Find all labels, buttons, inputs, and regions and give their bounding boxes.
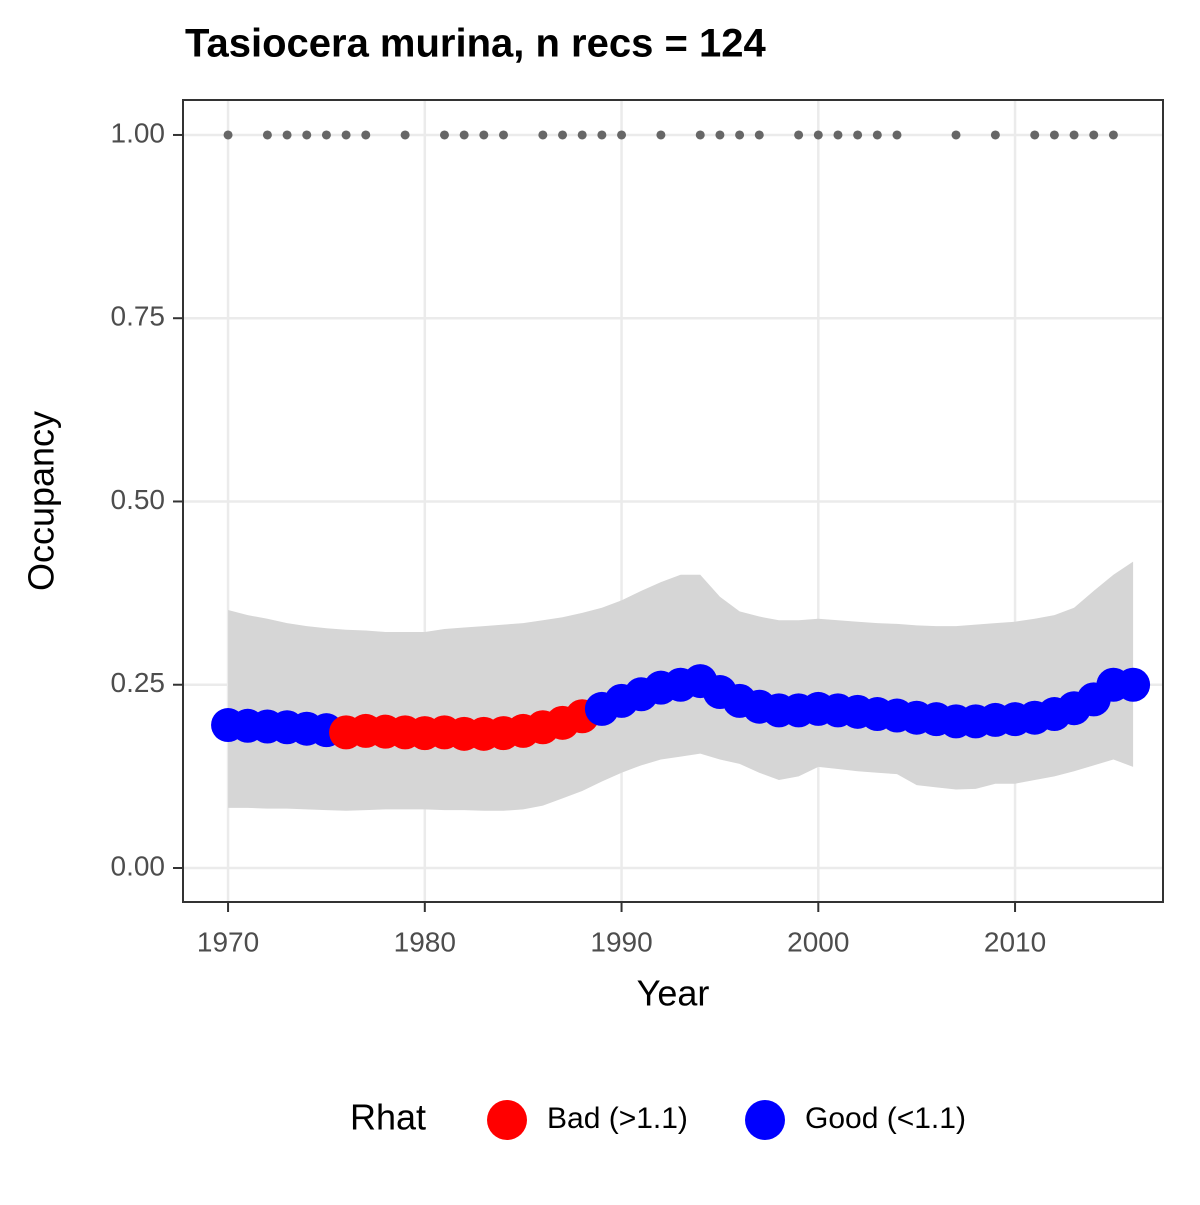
legend-title: Rhat xyxy=(350,1097,426,1138)
x-tick-label: 1980 xyxy=(394,926,456,957)
record-point xyxy=(597,130,607,140)
record-point xyxy=(479,130,489,140)
y-axis-title: Occupancy xyxy=(21,411,62,591)
x-tick-label: 2000 xyxy=(787,926,849,957)
record-point xyxy=(990,130,1000,140)
y-tick-label: 0.75 xyxy=(111,301,166,332)
record-point xyxy=(400,130,410,140)
record-point xyxy=(262,130,272,140)
y-tick-label: 1.00 xyxy=(111,117,166,148)
record-point xyxy=(735,130,745,140)
record-point xyxy=(302,130,312,140)
record-point xyxy=(439,130,449,140)
record-point xyxy=(754,130,764,140)
legend-label: Good (<1.1) xyxy=(805,1102,966,1135)
record-point xyxy=(1108,130,1118,140)
x-tick-label: 2010 xyxy=(984,926,1046,957)
y-tick-label: 0.50 xyxy=(111,484,166,515)
legend-label: Bad (>1.1) xyxy=(547,1102,688,1135)
record-point xyxy=(813,130,823,140)
record-point xyxy=(892,130,902,140)
y-tick-label: 0.00 xyxy=(111,850,166,881)
chart-title: Tasiocera murina, n recs = 124 xyxy=(185,22,766,66)
record-point xyxy=(1030,130,1040,140)
x-tick-label: 1990 xyxy=(590,926,652,957)
record-point xyxy=(617,130,627,140)
record-point xyxy=(558,130,568,140)
record-point xyxy=(1089,130,1099,140)
record-point xyxy=(715,130,725,140)
panel-border xyxy=(182,99,1164,903)
record-point xyxy=(853,130,863,140)
record-point xyxy=(361,130,371,140)
record-point xyxy=(833,130,843,140)
record-point xyxy=(794,130,804,140)
x-tick-label: 1970 xyxy=(197,926,259,957)
record-point xyxy=(656,130,666,140)
x-axis-title: Year xyxy=(637,973,710,1014)
record-point xyxy=(282,130,292,140)
record-point xyxy=(951,130,961,140)
record-point xyxy=(538,130,548,140)
record-point xyxy=(872,130,882,140)
record-point xyxy=(1069,130,1079,140)
record-point xyxy=(577,130,587,140)
legend-swatch xyxy=(487,1100,527,1140)
record-point xyxy=(499,130,509,140)
occupancy-point xyxy=(1116,667,1151,702)
record-point xyxy=(341,130,351,140)
legend-swatch xyxy=(745,1100,785,1140)
record-point xyxy=(223,130,233,140)
record-point xyxy=(459,130,469,140)
record-point xyxy=(695,130,705,140)
record-point xyxy=(321,130,331,140)
y-tick-label: 0.25 xyxy=(111,667,166,698)
record-point xyxy=(1049,130,1059,140)
